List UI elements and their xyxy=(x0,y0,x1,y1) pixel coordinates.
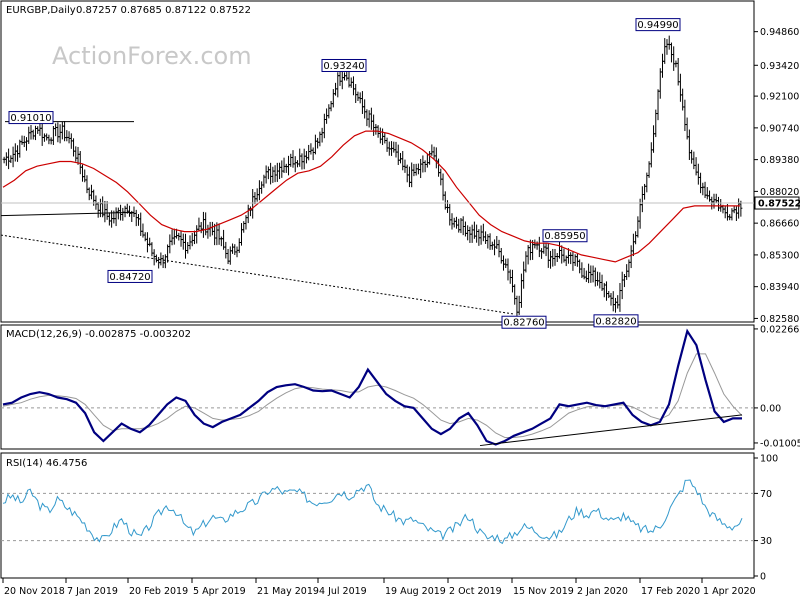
support-line xyxy=(0,211,135,217)
axis-layer: 0.94860 0.93420 0.92100 0.90740 0.89380 0.880… xyxy=(2,27,800,597)
x-tick-label: 15 Nov 2019 xyxy=(513,586,574,597)
level-label: 0.82760 xyxy=(501,315,547,329)
current-price-label: 0.87522 xyxy=(758,199,800,210)
dashed-trendline xyxy=(0,234,516,315)
macd-line xyxy=(2,328,742,446)
level-label: 0.93240 xyxy=(321,58,367,72)
x-tick-label: 21 May 2019 xyxy=(257,586,319,597)
x-tick-label: 2 Jan 2020 xyxy=(577,586,628,597)
x-tick-label: 17 Feb 2020 xyxy=(641,586,700,597)
rsi-tick-label: 0 xyxy=(760,572,766,583)
macd-tick-label: 0.022662 xyxy=(760,324,800,335)
x-tick-label: 7 Jan 2019 xyxy=(67,586,118,597)
level-label-text: 0.82760 xyxy=(503,318,544,329)
level-label: 0.91010 xyxy=(8,111,54,125)
price-tick-label: 0.83940 xyxy=(760,282,799,293)
x-tick-label: 20 Nov 2018 xyxy=(4,586,65,597)
x-tick-label: 2 Oct 2019 xyxy=(449,586,502,597)
rsi-layer xyxy=(1,479,754,545)
macd-layer xyxy=(1,328,754,447)
price-tick-label: 0.89380 xyxy=(760,155,799,166)
macd-trendline xyxy=(479,414,743,447)
moving-average-line xyxy=(2,130,740,263)
rsi-line xyxy=(2,479,743,545)
level-label-text: 0.85950 xyxy=(544,231,585,242)
level-label-text: 0.93240 xyxy=(323,61,364,72)
x-tick-label: 19 Aug 2019 xyxy=(385,586,446,597)
price-tick-label: 0.92100 xyxy=(760,92,799,103)
level-label: 0.94990 xyxy=(635,18,681,32)
price-tick-label: 0.82580 xyxy=(760,314,799,325)
x-tick-label: 4 Jul 2019 xyxy=(319,586,367,597)
level-label: 0.84720 xyxy=(107,269,153,283)
rsi-tick-label: 30 xyxy=(760,536,772,547)
x-tick-label: 20 Feb 2019 xyxy=(129,586,188,597)
macd-tick-label: -0.010052 xyxy=(760,438,800,449)
x-tick-label: 5 Apr 2019 xyxy=(193,586,246,597)
price-tick-label: 0.94860 xyxy=(760,27,799,38)
level-label-text: 0.94990 xyxy=(637,20,678,31)
price-tick-label: 0.88020 xyxy=(760,187,799,198)
macd-tick-label: 0.00 xyxy=(760,403,781,414)
level-label: 0.85950 xyxy=(542,229,588,243)
rsi-panel-frame xyxy=(0,452,755,579)
level-label-text: 0.82820 xyxy=(595,316,636,327)
price-tick-label: 0.93420 xyxy=(760,61,799,72)
chart-symbol: EURGBP,Daily xyxy=(6,5,76,16)
current-price-badge: 0.87522 xyxy=(754,196,800,210)
watermark: ActionForex.com xyxy=(52,42,252,70)
price-tick-label: 0.86660 xyxy=(760,219,799,230)
x-tick-label: 1 Apr 2020 xyxy=(703,586,756,597)
level-label-text: 0.84720 xyxy=(109,272,150,283)
rsi-tick-label: 100 xyxy=(760,454,778,465)
chart-ohlc: 0.87257 0.87685 0.87122 0.87522 xyxy=(76,5,251,16)
macd-title: MACD(12,26,9) -0.002875 -0.003202 xyxy=(6,329,191,340)
price-tick-label: 0.90740 xyxy=(760,123,799,134)
macd-signal-line xyxy=(2,353,743,438)
level-label-text: 0.91010 xyxy=(10,113,51,124)
price-layer: 0.91010 0.84720 0.93240 0.82760 0.85950 0.828… xyxy=(0,18,754,329)
rsi-tick-label: 70 xyxy=(760,489,772,500)
price-tick-label: 0.85300 xyxy=(760,250,799,261)
level-label: 0.82820 xyxy=(593,314,639,328)
rsi-title: RSI(14) 46.4756 xyxy=(6,458,87,469)
